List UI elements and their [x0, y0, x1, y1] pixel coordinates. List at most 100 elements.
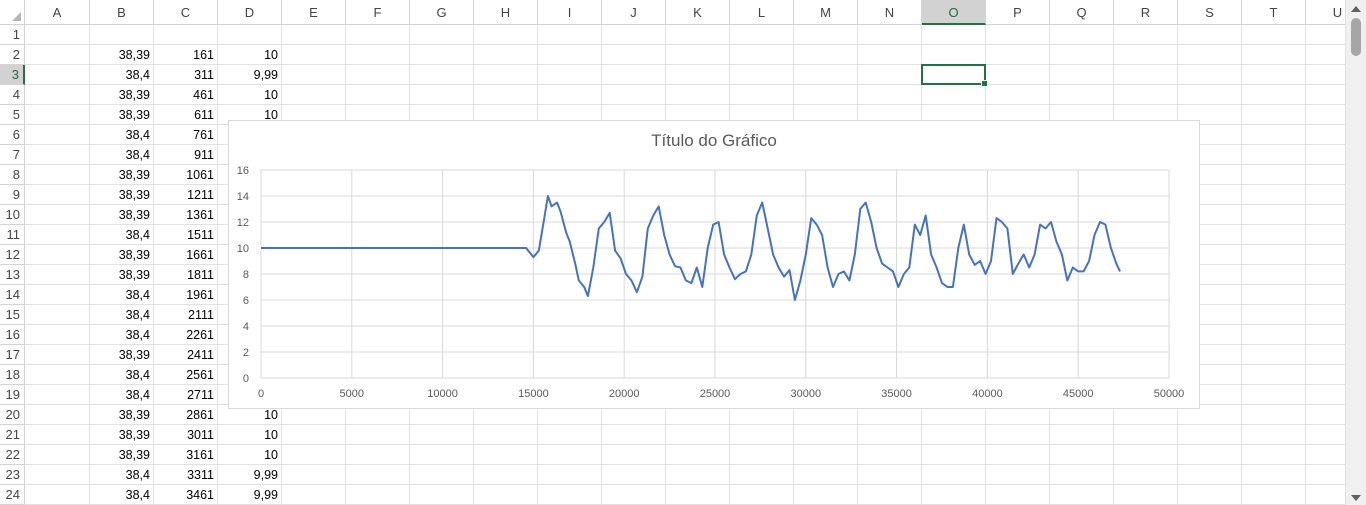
row-header[interactable]: 2	[0, 45, 25, 65]
cell-c9[interactable]: 1211	[187, 188, 214, 202]
cell-c18[interactable]: 2561	[186, 368, 214, 382]
row-header[interactable]: 7	[0, 145, 25, 165]
cell-b11[interactable]: 38,4	[125, 228, 150, 242]
column-header-q[interactable]: Q	[1050, 0, 1114, 25]
row-header[interactable]: 6	[0, 125, 25, 145]
cell-d1[interactable]	[218, 25, 282, 45]
cell-b17[interactable]: 38,39	[118, 348, 150, 362]
cell-c4[interactable]: 461	[193, 88, 214, 102]
cell-c2[interactable]: 161	[193, 48, 214, 62]
column-header-k[interactable]: K	[666, 0, 730, 25]
line-chart[interactable]: 0 2 4 6 8 10 12 14 16 0 5000 10000 15000 20000 25000 30…	[228, 120, 1200, 409]
column-header-p[interactable]: P	[986, 0, 1050, 25]
column-header-b[interactable]: B	[90, 0, 154, 25]
vertical-scrollbar[interactable]	[1345, 0, 1366, 505]
cell-c12[interactable]: 1661	[186, 248, 214, 262]
column-header-f[interactable]: F	[346, 0, 410, 25]
column-header-c[interactable]: C	[154, 0, 218, 25]
row-header[interactable]: 21	[0, 425, 25, 445]
row-header[interactable]: 19	[0, 385, 25, 405]
cell-b20[interactable]: 38,39	[118, 408, 150, 422]
column-header-d[interactable]: D	[218, 0, 282, 25]
column-header-t[interactable]: T	[1242, 0, 1306, 25]
row-header[interactable]: 23	[0, 465, 25, 485]
cell-c6[interactable]: 761	[193, 128, 214, 142]
cell-c15[interactable]: 2111	[188, 308, 214, 322]
column-header-r[interactable]: R	[1114, 0, 1178, 25]
row-header[interactable]: 13	[0, 265, 25, 285]
scroll-down-arrow-icon[interactable]	[1351, 495, 1361, 501]
row-header[interactable]: 8	[0, 165, 25, 185]
row-header[interactable]: 14	[0, 285, 25, 305]
row-header[interactable]: 10	[0, 205, 25, 225]
cell-c21[interactable]: 3011	[187, 428, 214, 442]
cell-b14[interactable]: 38,4	[125, 288, 150, 302]
row-header[interactable]: 15	[0, 305, 25, 325]
row-header[interactable]: 11	[0, 225, 25, 245]
cell-b23[interactable]: 38,4	[125, 468, 150, 482]
row-header[interactable]: 5	[0, 105, 25, 125]
select-all-corner[interactable]	[0, 0, 25, 25]
cell-c20[interactable]: 2861	[186, 408, 214, 422]
cell-b12[interactable]: 38,39	[118, 248, 150, 262]
cell-c14[interactable]: 1961	[186, 288, 214, 302]
column-header-e[interactable]: E	[282, 0, 346, 25]
cell-d20[interactable]: 10	[264, 408, 278, 422]
cell-d2[interactable]: 10	[264, 48, 278, 62]
cell-b1[interactable]	[90, 25, 154, 45]
row-header[interactable]: 9	[0, 185, 25, 205]
column-header-j[interactable]: J	[602, 0, 666, 25]
row-header[interactable]: 16	[0, 325, 25, 345]
column-header-n[interactable]: N	[858, 0, 922, 25]
row-header[interactable]: 3	[0, 65, 25, 85]
cell-c17[interactable]: 2411	[187, 348, 214, 362]
cell-c22[interactable]: 3161	[186, 448, 214, 462]
cell-d3[interactable]: 9,99	[253, 68, 278, 82]
cell-d23[interactable]: 9,99	[253, 468, 278, 482]
cell-b10[interactable]: 38,39	[118, 208, 150, 222]
column-header-o[interactable]: O	[922, 0, 986, 25]
cell-c1[interactable]	[154, 25, 218, 45]
column-header-g[interactable]: G	[410, 0, 474, 25]
cell-b18[interactable]: 38,4	[125, 368, 150, 382]
cell-d22[interactable]: 10	[264, 448, 278, 462]
column-header-l[interactable]: L	[730, 0, 794, 25]
cell-c19[interactable]: 2711	[187, 388, 214, 402]
cell-b21[interactable]: 38,39	[118, 428, 150, 442]
cell-d5[interactable]: 10	[264, 108, 278, 122]
cell-b6[interactable]: 38,4	[125, 128, 150, 142]
cell-c23[interactable]: 3311	[187, 468, 214, 482]
cell-b22[interactable]: 38,39	[118, 448, 150, 462]
cell-b19[interactable]: 38,4	[125, 388, 150, 402]
cell-b13[interactable]: 38,39	[118, 268, 150, 282]
column-header-a[interactable]: A	[25, 0, 90, 25]
row-header[interactable]: 20	[0, 405, 25, 425]
row-header[interactable]: 17	[0, 345, 25, 365]
cell-c24[interactable]: 3461	[186, 488, 214, 502]
cell-c13[interactable]: 1811	[187, 268, 214, 282]
cell-c11[interactable]: 1511	[187, 228, 214, 242]
cell-b9[interactable]: 38,39	[118, 188, 150, 202]
cell-b3[interactable]: 38,4	[125, 68, 150, 82]
row-header[interactable]: 1	[0, 25, 25, 45]
column-header-s[interactable]: S	[1178, 0, 1242, 25]
row-header[interactable]: 4	[0, 85, 25, 105]
row-header[interactable]: 12	[0, 245, 25, 265]
column-header-i[interactable]: I	[538, 0, 602, 25]
cell-d21[interactable]: 10	[264, 428, 278, 442]
row-header[interactable]: 18	[0, 365, 25, 385]
cell-b7[interactable]: 38,4	[125, 148, 150, 162]
row-header[interactable]: 24	[0, 485, 25, 505]
cell-b15[interactable]: 38,4	[125, 308, 150, 322]
cell-b8[interactable]: 38,39	[118, 168, 150, 182]
row-header[interactable]: 22	[0, 445, 25, 465]
column-header-h[interactable]: H	[474, 0, 538, 25]
cell-c8[interactable]: 1061	[186, 168, 214, 182]
scroll-thumb[interactable]	[1351, 18, 1361, 56]
cell-b4[interactable]: 38,39	[118, 88, 150, 102]
cell-b2[interactable]: 38,39	[118, 48, 150, 62]
cell-d24[interactable]: 9,99	[253, 488, 278, 502]
scroll-up-arrow-icon[interactable]	[1351, 6, 1361, 12]
cell-d4[interactable]: 10	[264, 88, 278, 102]
cell-c3[interactable]: 311	[194, 68, 214, 82]
